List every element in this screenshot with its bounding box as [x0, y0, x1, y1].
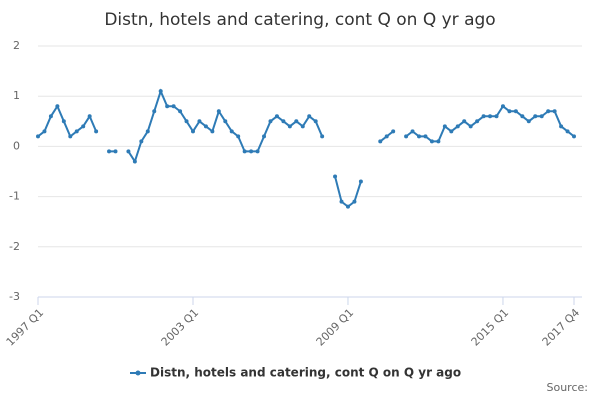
- data-point: [210, 129, 215, 134]
- data-point: [507, 109, 512, 114]
- x-tick-label: 2009 Q1: [314, 306, 357, 349]
- legend-label: Distn, hotels and catering, cont Q on Q …: [150, 366, 461, 380]
- data-point: [165, 104, 170, 109]
- y-tick-label: -2: [9, 240, 20, 253]
- data-point: [352, 199, 357, 204]
- data-point: [262, 134, 267, 139]
- data-point: [61, 119, 66, 124]
- data-point: [255, 149, 260, 154]
- data-point: [132, 159, 137, 164]
- data-point: [572, 134, 576, 139]
- data-point: [274, 114, 279, 119]
- data-point: [500, 104, 505, 109]
- data-point: [378, 139, 383, 144]
- data-point: [190, 129, 195, 134]
- data-point: [249, 149, 254, 154]
- data-point: [171, 104, 176, 109]
- data-point: [223, 119, 228, 124]
- data-point: [526, 119, 531, 124]
- data-point: [539, 114, 544, 119]
- source: Source:: [547, 381, 589, 394]
- data-point: [287, 124, 292, 129]
- data-point: [145, 129, 150, 134]
- data-point: [565, 129, 570, 134]
- data-point: [442, 124, 447, 129]
- data-point: [391, 129, 396, 134]
- data-point: [36, 134, 40, 139]
- data-point: [552, 109, 557, 114]
- data-point: [126, 149, 131, 154]
- data-point: [158, 89, 163, 94]
- data-point: [494, 114, 499, 119]
- data-point: [488, 114, 493, 119]
- data-point: [313, 119, 318, 124]
- data-point: [429, 139, 434, 144]
- y-tick-label: 1: [13, 89, 20, 102]
- data-point: [55, 104, 60, 109]
- data-point: [139, 139, 144, 144]
- data-point: [455, 124, 460, 129]
- data-point: [242, 149, 247, 154]
- data-point: [559, 124, 564, 129]
- data-point: [513, 109, 518, 114]
- data-point: [74, 129, 79, 134]
- y-tick-label: 2: [13, 39, 20, 52]
- y-tick-label: -1: [9, 190, 20, 203]
- data-point: [107, 149, 112, 154]
- data-point: [178, 109, 183, 114]
- data-point: [481, 114, 486, 119]
- data-point: [42, 129, 47, 134]
- data-point: [384, 134, 389, 139]
- data-point: [468, 124, 473, 129]
- data-point: [81, 124, 86, 129]
- data-point: [300, 124, 305, 129]
- data-point: [203, 124, 208, 129]
- data-point: [423, 134, 428, 139]
- data-point: [546, 109, 551, 114]
- legend-marker: [135, 370, 141, 376]
- series-line: [37, 88, 575, 208]
- data-point: [345, 204, 350, 209]
- data-point: [417, 134, 422, 139]
- y-tick-label: 0: [13, 139, 20, 152]
- data-point: [68, 134, 73, 139]
- data-point: [48, 114, 53, 119]
- data-point: [533, 114, 538, 119]
- data-point: [462, 119, 467, 124]
- x-tick-label: 2017 Q4: [540, 306, 583, 349]
- y-tick-label: -3: [9, 290, 20, 303]
- chart-title: Distn, hotels and catering, cont Q on Q …: [104, 10, 495, 30]
- data-point: [520, 114, 525, 119]
- data-point: [320, 134, 325, 139]
- data-point: [294, 119, 299, 124]
- data-point: [436, 139, 441, 144]
- data-point: [475, 119, 480, 124]
- data-point: [229, 129, 234, 134]
- data-point: [307, 114, 312, 119]
- data-point: [236, 134, 241, 139]
- data-point: [94, 129, 99, 134]
- data-point: [281, 119, 286, 124]
- data-point: [404, 134, 409, 139]
- data-point: [87, 114, 92, 119]
- data-point: [216, 109, 221, 114]
- data-point: [184, 119, 189, 124]
- x-tick-label: 1997 Q1: [4, 306, 47, 349]
- data-point: [339, 199, 344, 204]
- x-tick-label: 2015 Q1: [469, 306, 512, 349]
- data-point: [449, 129, 454, 134]
- data-point: [358, 179, 363, 184]
- data-point: [410, 129, 415, 134]
- data-point: [152, 109, 157, 114]
- x-tick-label: 2003 Q1: [159, 306, 202, 349]
- data-point: [268, 119, 273, 124]
- data-point: [333, 174, 338, 179]
- data-point: [113, 149, 118, 154]
- data-point: [197, 119, 202, 124]
